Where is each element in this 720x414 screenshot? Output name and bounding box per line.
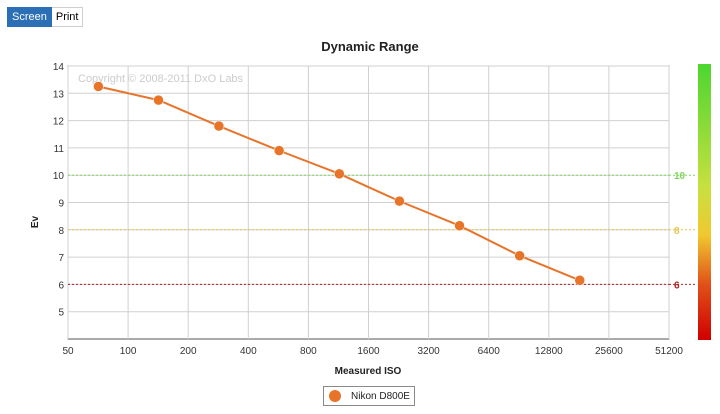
y-tick-label: 14: [53, 62, 65, 73]
y-tick-label: 8: [58, 226, 64, 237]
x-tick-label: 50: [62, 346, 74, 357]
data-point[interactable]: [454, 220, 465, 231]
y-tick-label: 6: [58, 280, 64, 291]
y-tick-label: 10: [53, 171, 65, 182]
y-tick-label: 11: [54, 144, 65, 155]
data-point[interactable]: [273, 145, 285, 156]
x-tick-label: 100: [120, 346, 137, 357]
series-layer: [93, 81, 585, 286]
y-tick-label: 9: [58, 199, 64, 210]
y-tick-label: 7: [58, 253, 64, 264]
data-point[interactable]: [334, 168, 345, 180]
x-tick-label: 1600: [357, 346, 380, 357]
x-tick-labels: 50 100 200 400 800 1600 3200 6400 12800 25600 5120…: [62, 346, 683, 357]
x-tick-label: 25600: [595, 346, 623, 357]
x-tick-label: 800: [300, 346, 317, 357]
reference-label-6: 6: [674, 280, 680, 291]
data-point[interactable]: [514, 250, 525, 261]
data-point[interactable]: [153, 94, 164, 106]
y-tick-label: 5: [58, 308, 64, 319]
x-axis-label: Measured ISO: [335, 366, 402, 377]
x-tick-label: 6400: [478, 346, 501, 357]
legend-label: Nikon D800E: [351, 390, 410, 402]
reference-lines: [68, 174, 696, 285]
y-tick-label: 12: [53, 117, 65, 128]
data-point[interactable]: [213, 120, 225, 132]
y-axis-label: Ev: [30, 215, 41, 228]
reference-label-10: 10: [674, 171, 686, 182]
view-tabs: Screen Print: [7, 7, 84, 27]
legend-marker-icon: [329, 390, 341, 402]
dynamic-range-color-scale: [698, 64, 711, 340]
legend: Nikon D800E: [323, 386, 415, 406]
x-tick-label: 400: [240, 346, 257, 357]
data-point[interactable]: [394, 195, 405, 207]
x-tick-label: 200: [180, 346, 197, 357]
x-tick-label: 51200: [655, 346, 683, 357]
reference-label-8: 8: [674, 226, 680, 237]
x-tick-label: 3200: [417, 346, 440, 357]
x-tick-label: 12800: [535, 346, 563, 357]
tab-print[interactable]: Print: [51, 7, 84, 27]
y-tick-labels: 5 6 7 8 9 10 11 12 13 14: [53, 62, 65, 319]
chart-title: Dynamic Range: [321, 39, 419, 54]
data-point[interactable]: [93, 81, 104, 92]
reference-labels: 10 8 6: [674, 171, 686, 291]
data-point[interactable]: [574, 275, 585, 286]
y-tick-label: 13: [53, 89, 65, 100]
tab-screen[interactable]: Screen: [7, 7, 52, 27]
watermark: Copyright © 2008-2011 DxO Labs: [78, 73, 244, 85]
